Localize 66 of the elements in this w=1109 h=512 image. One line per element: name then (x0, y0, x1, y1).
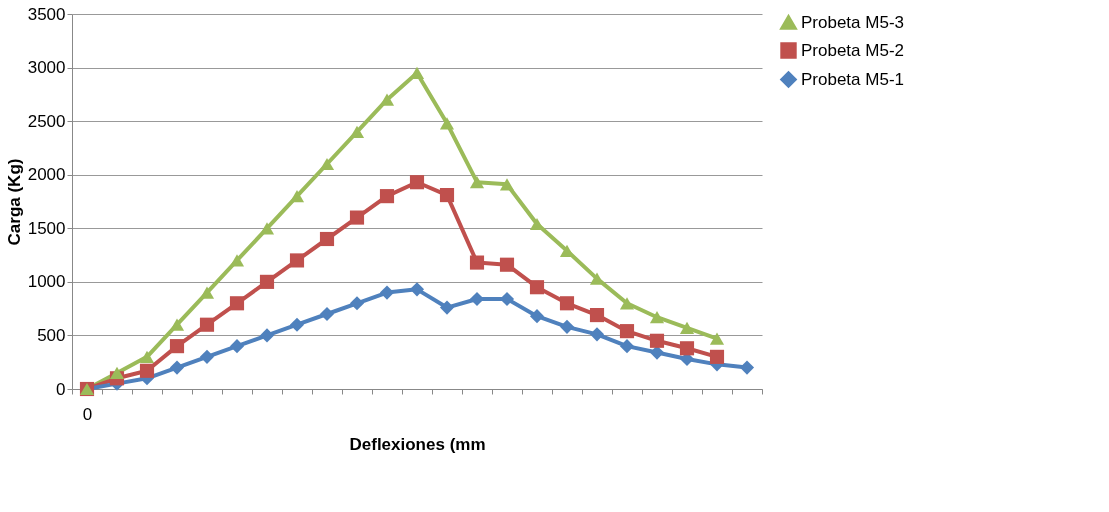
y-axis-title: Carga (Kg) (4, 158, 24, 246)
point (289, 190, 305, 203)
point (289, 253, 305, 268)
point (289, 317, 305, 332)
point (259, 222, 275, 235)
point (409, 282, 425, 297)
y-tick-label: 1000 (27, 272, 66, 292)
point (199, 349, 215, 364)
point (469, 255, 485, 270)
point (679, 341, 695, 356)
point (559, 319, 575, 334)
point (349, 296, 365, 311)
point (259, 328, 275, 343)
point (379, 189, 395, 204)
y-tick-label: 1500 (27, 218, 66, 238)
y-tick-label: 500 (37, 325, 66, 345)
point (559, 296, 575, 311)
x-axis-title: Deflexiones (mm (349, 434, 486, 454)
point (169, 360, 185, 375)
point (319, 231, 335, 247)
point (229, 339, 245, 354)
point (169, 318, 185, 331)
point (709, 349, 725, 364)
point (469, 176, 485, 189)
point (379, 285, 395, 300)
point (529, 309, 545, 324)
point (409, 175, 425, 190)
point (619, 297, 635, 310)
point (619, 339, 635, 354)
point (379, 93, 395, 106)
point (499, 178, 515, 191)
point (619, 324, 635, 339)
y-tick-label: 3500 (27, 4, 66, 24)
point (439, 188, 455, 203)
point (349, 125, 365, 138)
point (349, 210, 365, 225)
legend-label: Probeta M5-1 (801, 69, 904, 89)
point (109, 366, 125, 380)
y-tick-label: 2000 (27, 165, 66, 185)
point (199, 317, 215, 332)
point (199, 286, 215, 299)
legend-label: Probeta M5-2 (801, 40, 904, 60)
point (589, 308, 605, 323)
legend-label: Probeta M5-3 (801, 12, 904, 32)
point (139, 350, 155, 363)
y-tick-label: 0 (56, 379, 66, 399)
point (259, 274, 275, 289)
point (229, 254, 245, 267)
point (649, 311, 665, 324)
y-tick-label: 3000 (27, 58, 66, 78)
point (319, 157, 335, 171)
point (649, 333, 665, 348)
point (169, 339, 185, 354)
point (709, 332, 725, 345)
point (589, 327, 605, 342)
point (499, 257, 515, 272)
point (679, 321, 695, 335)
point (319, 306, 335, 322)
point (739, 360, 755, 375)
point (439, 117, 455, 130)
y-tick-label: 2500 (27, 111, 66, 131)
point (649, 345, 665, 360)
point (529, 280, 545, 295)
point (439, 300, 455, 315)
point (139, 363, 155, 378)
point (229, 296, 245, 311)
